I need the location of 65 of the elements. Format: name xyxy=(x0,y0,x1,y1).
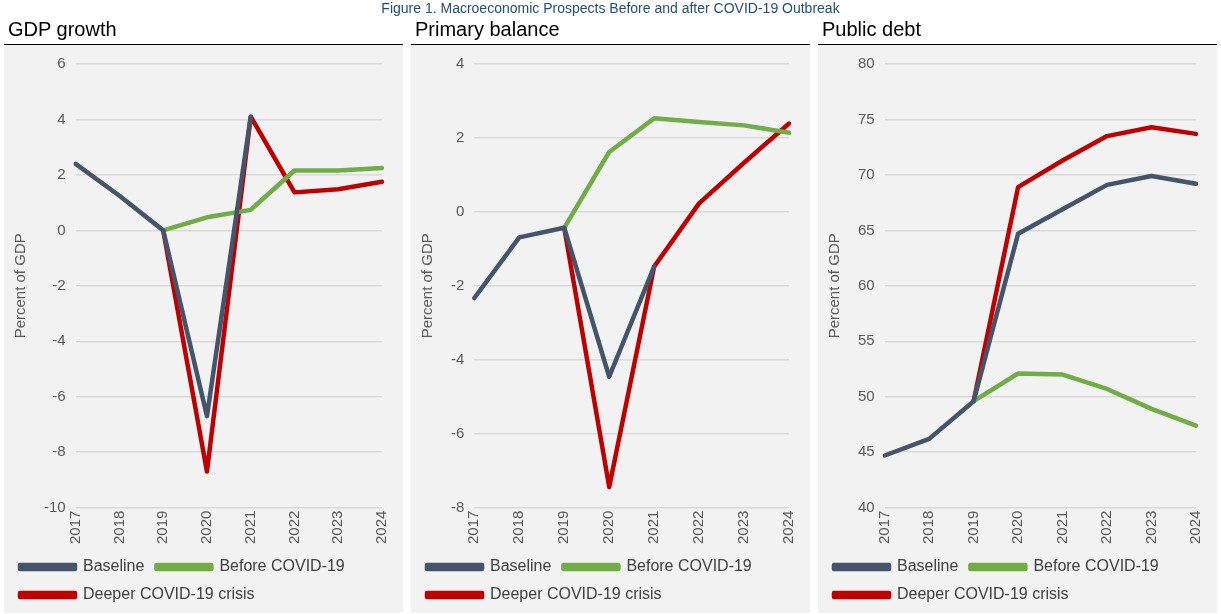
x-tick-label: 2023 xyxy=(734,510,752,545)
x-tick-label: 2019 xyxy=(554,510,572,545)
x-tick-label: 2018 xyxy=(109,510,127,545)
y-tick-label: 65 xyxy=(858,220,875,238)
y-tick-label: 4 xyxy=(455,54,465,72)
y-axis-title: Percent of GDP xyxy=(825,233,843,339)
x-tick-label: 2024 xyxy=(372,510,390,545)
x-tick-label: 2022 xyxy=(1097,510,1115,545)
chart-title: Primary balance xyxy=(411,16,810,45)
x-tick-label: 2022 xyxy=(689,510,707,545)
legend-label: Baseline xyxy=(83,557,145,575)
y-tick-label: 6 xyxy=(57,54,66,72)
x-tick-label: 2017 xyxy=(874,510,892,545)
y-tick-label: 0 xyxy=(455,202,465,220)
x-tick-label: 2022 xyxy=(284,510,302,545)
chart-title: GDP growth xyxy=(4,16,403,45)
y-tick-label: -2 xyxy=(52,275,66,293)
x-tick-label: 2017 xyxy=(65,510,83,545)
x-tick-label: 2023 xyxy=(328,510,346,545)
y-tick-label: -6 xyxy=(450,423,465,441)
x-tick-label: 2017 xyxy=(464,510,482,545)
legend-label: Deeper COVID-19 crisis xyxy=(83,585,255,603)
y-tick-label: -8 xyxy=(450,497,465,515)
x-tick-label: 2019 xyxy=(963,510,981,545)
caption: Figure 1. Macroeconomic Prospects Before and after COVID-19 Outbreak xyxy=(380,0,841,16)
x-tick-label: 2018 xyxy=(919,510,937,545)
x-tick-label: 2023 xyxy=(1141,510,1159,545)
y-tick-label: 2 xyxy=(455,128,465,146)
x-tick-label: 2021 xyxy=(240,510,258,545)
y-tick-label: 75 xyxy=(858,109,875,127)
chart-title: Public debt xyxy=(818,16,1217,45)
x-tick-label: 2020 xyxy=(599,510,617,545)
y-tick-label: 70 xyxy=(858,165,875,183)
y-tick-label: 55 xyxy=(858,331,875,349)
x-tick-label: 2020 xyxy=(1008,510,1026,545)
x-tick-label: 2021 xyxy=(1052,510,1070,545)
y-tick-label: -6 xyxy=(52,386,66,404)
legend-label: Deeper COVID-19 crisis xyxy=(897,585,1069,603)
x-tick-label: 2024 xyxy=(1186,510,1204,545)
y-tick-label: 4 xyxy=(57,109,66,127)
legend-label: Baseline xyxy=(490,557,552,575)
y-tick-label: -4 xyxy=(52,331,66,349)
y-axis-title: Percent of GDP xyxy=(11,233,29,339)
legend-label: Before COVID-19 xyxy=(626,557,752,575)
y-tick-label: 2 xyxy=(57,165,66,183)
x-tick-label: 2019 xyxy=(153,510,171,545)
y-tick-label: 40 xyxy=(858,497,875,515)
y-tick-label: 50 xyxy=(858,386,875,404)
y-tick-label: -2 xyxy=(450,275,465,293)
y-axis-title: Percent of GDP xyxy=(418,233,436,339)
legend-label: Before COVID-19 xyxy=(219,557,345,575)
x-tick-label: 2018 xyxy=(509,510,527,545)
legend-label: Baseline xyxy=(897,557,959,575)
x-tick-label: 2020 xyxy=(197,510,215,545)
y-tick-label: -8 xyxy=(52,442,66,460)
x-tick-label: 2021 xyxy=(644,510,662,545)
x-tick-label: 2024 xyxy=(779,510,797,545)
y-tick-label: 80 xyxy=(858,54,875,72)
y-tick-label: -10 xyxy=(43,497,66,515)
legend-label: Before COVID-19 xyxy=(1033,557,1159,575)
y-tick-label: -4 xyxy=(450,349,465,367)
legend-label: Deeper COVID-19 crisis xyxy=(490,585,662,603)
y-tick-label: 0 xyxy=(57,220,66,238)
y-tick-label: 60 xyxy=(858,275,875,293)
y-tick-label: 45 xyxy=(858,442,875,460)
